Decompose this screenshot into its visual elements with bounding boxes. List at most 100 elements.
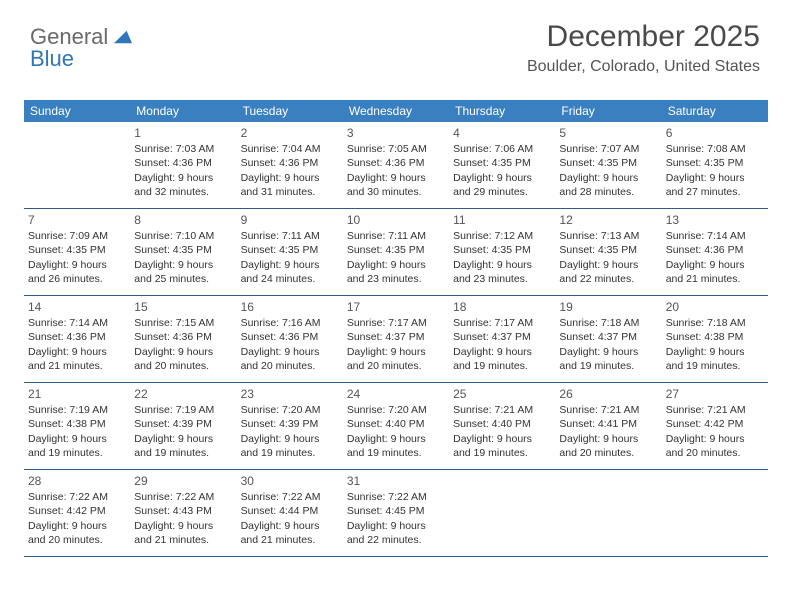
daylight-text: Daylight: 9 hours and 20 minutes.	[666, 432, 764, 460]
day-cell: 10Sunrise: 7:11 AMSunset: 4:35 PMDayligh…	[343, 209, 449, 295]
day-number: 6	[666, 125, 764, 141]
sunrise-text: Sunrise: 7:17 AM	[347, 316, 445, 330]
sunrise-text: Sunrise: 7:20 AM	[241, 403, 339, 417]
sunrise-text: Sunrise: 7:08 AM	[666, 142, 764, 156]
day-number: 31	[347, 473, 445, 489]
day-number: 15	[134, 299, 232, 315]
day-cell: 9Sunrise: 7:11 AMSunset: 4:35 PMDaylight…	[237, 209, 343, 295]
sunrise-text: Sunrise: 7:20 AM	[347, 403, 445, 417]
day-cell: 6Sunrise: 7:08 AMSunset: 4:35 PMDaylight…	[662, 122, 768, 208]
day-cell: 15Sunrise: 7:15 AMSunset: 4:36 PMDayligh…	[130, 296, 236, 382]
sunrise-text: Sunrise: 7:05 AM	[347, 142, 445, 156]
day-cell: 26Sunrise: 7:21 AMSunset: 4:41 PMDayligh…	[555, 383, 661, 469]
daylight-text: Daylight: 9 hours and 21 minutes.	[241, 519, 339, 547]
day-cell: 30Sunrise: 7:22 AMSunset: 4:44 PMDayligh…	[237, 470, 343, 556]
day-header-friday: Friday	[555, 100, 661, 122]
sunrise-text: Sunrise: 7:07 AM	[559, 142, 657, 156]
sunrise-text: Sunrise: 7:14 AM	[666, 229, 764, 243]
day-cell	[449, 470, 555, 556]
daylight-text: Daylight: 9 hours and 25 minutes.	[134, 258, 232, 286]
sunset-text: Sunset: 4:35 PM	[666, 156, 764, 170]
day-cell: 4Sunrise: 7:06 AMSunset: 4:35 PMDaylight…	[449, 122, 555, 208]
sunrise-text: Sunrise: 7:06 AM	[453, 142, 551, 156]
daylight-text: Daylight: 9 hours and 28 minutes.	[559, 171, 657, 199]
day-cell: 11Sunrise: 7:12 AMSunset: 4:35 PMDayligh…	[449, 209, 555, 295]
sunset-text: Sunset: 4:36 PM	[134, 330, 232, 344]
daylight-text: Daylight: 9 hours and 27 minutes.	[666, 171, 764, 199]
day-number: 28	[28, 473, 126, 489]
daylight-text: Daylight: 9 hours and 19 minutes.	[453, 345, 551, 373]
sunrise-text: Sunrise: 7:12 AM	[453, 229, 551, 243]
day-cell: 7Sunrise: 7:09 AMSunset: 4:35 PMDaylight…	[24, 209, 130, 295]
sunset-text: Sunset: 4:35 PM	[134, 243, 232, 257]
sunrise-text: Sunrise: 7:22 AM	[347, 490, 445, 504]
sunset-text: Sunset: 4:36 PM	[347, 156, 445, 170]
daylight-text: Daylight: 9 hours and 20 minutes.	[134, 345, 232, 373]
day-number: 16	[241, 299, 339, 315]
sunrise-text: Sunrise: 7:15 AM	[134, 316, 232, 330]
sunrise-text: Sunrise: 7:14 AM	[28, 316, 126, 330]
day-cell: 28Sunrise: 7:22 AMSunset: 4:42 PMDayligh…	[24, 470, 130, 556]
day-cell: 16Sunrise: 7:16 AMSunset: 4:36 PMDayligh…	[237, 296, 343, 382]
daylight-text: Daylight: 9 hours and 21 minutes.	[666, 258, 764, 286]
daylight-text: Daylight: 9 hours and 20 minutes.	[28, 519, 126, 547]
daylight-text: Daylight: 9 hours and 32 minutes.	[134, 171, 232, 199]
weeks-container: 1Sunrise: 7:03 AMSunset: 4:36 PMDaylight…	[24, 122, 768, 557]
day-cell: 27Sunrise: 7:21 AMSunset: 4:42 PMDayligh…	[662, 383, 768, 469]
day-number: 23	[241, 386, 339, 402]
day-number: 30	[241, 473, 339, 489]
day-cell: 29Sunrise: 7:22 AMSunset: 4:43 PMDayligh…	[130, 470, 236, 556]
sunrise-text: Sunrise: 7:03 AM	[134, 142, 232, 156]
day-number: 9	[241, 212, 339, 228]
day-header-saturday: Saturday	[662, 100, 768, 122]
day-number: 21	[28, 386, 126, 402]
sunset-text: Sunset: 4:36 PM	[241, 156, 339, 170]
logo-line2: Blue	[30, 46, 132, 72]
day-cell: 24Sunrise: 7:20 AMSunset: 4:40 PMDayligh…	[343, 383, 449, 469]
day-number: 22	[134, 386, 232, 402]
day-number: 10	[347, 212, 445, 228]
day-number: 17	[347, 299, 445, 315]
sunset-text: Sunset: 4:38 PM	[28, 417, 126, 431]
daylight-text: Daylight: 9 hours and 20 minutes.	[241, 345, 339, 373]
sunset-text: Sunset: 4:36 PM	[666, 243, 764, 257]
day-cell: 25Sunrise: 7:21 AMSunset: 4:40 PMDayligh…	[449, 383, 555, 469]
sunset-text: Sunset: 4:37 PM	[347, 330, 445, 344]
day-number: 19	[559, 299, 657, 315]
sunset-text: Sunset: 4:35 PM	[347, 243, 445, 257]
sunrise-text: Sunrise: 7:21 AM	[666, 403, 764, 417]
sunset-text: Sunset: 4:35 PM	[453, 243, 551, 257]
daylight-text: Daylight: 9 hours and 19 minutes.	[559, 345, 657, 373]
sunrise-text: Sunrise: 7:18 AM	[559, 316, 657, 330]
daylight-text: Daylight: 9 hours and 21 minutes.	[134, 519, 232, 547]
day-header-monday: Monday	[130, 100, 236, 122]
calendar: SundayMondayTuesdayWednesdayThursdayFrid…	[24, 100, 768, 557]
sunrise-text: Sunrise: 7:21 AM	[453, 403, 551, 417]
sunrise-text: Sunrise: 7:22 AM	[241, 490, 339, 504]
day-cell: 5Sunrise: 7:07 AMSunset: 4:35 PMDaylight…	[555, 122, 661, 208]
daylight-text: Daylight: 9 hours and 19 minutes.	[241, 432, 339, 460]
sunrise-text: Sunrise: 7:10 AM	[134, 229, 232, 243]
week-row: 14Sunrise: 7:14 AMSunset: 4:36 PMDayligh…	[24, 296, 768, 383]
sunrise-text: Sunrise: 7:22 AM	[134, 490, 232, 504]
sunset-text: Sunset: 4:37 PM	[559, 330, 657, 344]
sunset-text: Sunset: 4:40 PM	[347, 417, 445, 431]
week-row: 21Sunrise: 7:19 AMSunset: 4:38 PMDayligh…	[24, 383, 768, 470]
sunrise-text: Sunrise: 7:13 AM	[559, 229, 657, 243]
daylight-text: Daylight: 9 hours and 19 minutes.	[347, 432, 445, 460]
logo-mark-icon	[114, 30, 132, 44]
sunrise-text: Sunrise: 7:11 AM	[241, 229, 339, 243]
sunrise-text: Sunrise: 7:09 AM	[28, 229, 126, 243]
day-number: 12	[559, 212, 657, 228]
day-cell: 18Sunrise: 7:17 AMSunset: 4:37 PMDayligh…	[449, 296, 555, 382]
sunrise-text: Sunrise: 7:16 AM	[241, 316, 339, 330]
sunset-text: Sunset: 4:36 PM	[134, 156, 232, 170]
day-header-row: SundayMondayTuesdayWednesdayThursdayFrid…	[24, 100, 768, 122]
day-header-tuesday: Tuesday	[237, 100, 343, 122]
sunset-text: Sunset: 4:44 PM	[241, 504, 339, 518]
day-cell: 14Sunrise: 7:14 AMSunset: 4:36 PMDayligh…	[24, 296, 130, 382]
day-cell: 20Sunrise: 7:18 AMSunset: 4:38 PMDayligh…	[662, 296, 768, 382]
day-cell: 23Sunrise: 7:20 AMSunset: 4:39 PMDayligh…	[237, 383, 343, 469]
day-number: 11	[453, 212, 551, 228]
day-cell: 21Sunrise: 7:19 AMSunset: 4:38 PMDayligh…	[24, 383, 130, 469]
